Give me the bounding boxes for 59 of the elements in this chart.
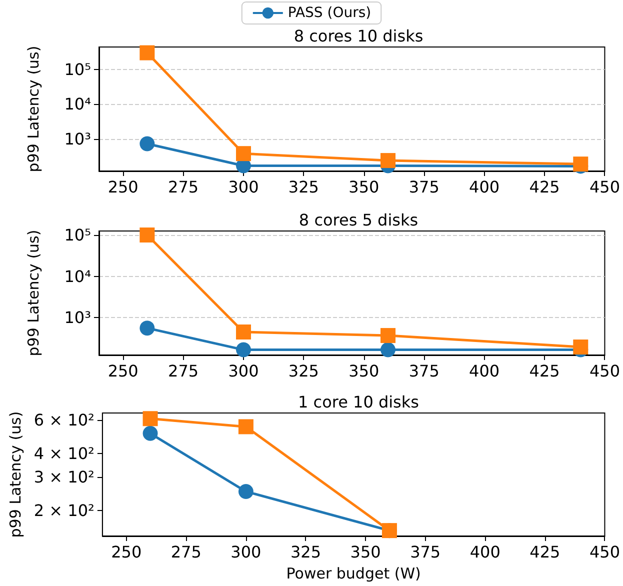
x-tick-label: 375 [410, 542, 441, 562]
x-tick-label: 350 [348, 362, 380, 380]
x-tick-label: 300 [228, 178, 259, 196]
x-tick-label: 425 [529, 178, 560, 196]
chart-title: 8 cores 5 disks [298, 210, 418, 230]
point [236, 342, 251, 358]
x-tick-label: 275 [168, 178, 199, 196]
point [380, 328, 396, 344]
x-tick-label: 375 [408, 362, 440, 380]
x-tick-label: 325 [290, 542, 322, 562]
x-tick-label: 375 [408, 178, 440, 196]
point [142, 411, 158, 426]
x-tick-label: 400 [470, 542, 500, 562]
point [238, 419, 254, 434]
y-tick-label: 6 × 10² [34, 410, 94, 430]
x-tick-label: 450 [589, 542, 620, 562]
y-axis-title: p99 Latency (us) [6, 411, 24, 538]
chart-title: 8 cores 10 disks [294, 26, 424, 46]
x-tick-label: 300 [230, 542, 262, 562]
x-tick-label: 250 [108, 362, 138, 380]
x-tick-label: 250 [111, 542, 142, 562]
y-tick-label: 2 × 10² [34, 501, 94, 520]
x-tick-label: 450 [589, 178, 620, 196]
y-tick-label: 10³ [64, 308, 91, 328]
x-tick-label: 250 [108, 178, 138, 196]
x-tick-label: 275 [170, 542, 202, 562]
x-tick-label: 350 [348, 178, 380, 196]
legend-label: PASS (Ours) [288, 5, 372, 21]
y-tick-label: 10⁴ [64, 266, 91, 286]
x-tick-label: 350 [350, 542, 381, 562]
point [142, 426, 158, 441]
point [380, 153, 396, 168]
point [380, 342, 396, 358]
chart-title: 1 core 10 disks [298, 392, 419, 412]
y-tick-label: 3 × 10² [34, 468, 94, 487]
y-axis-title: p99 Latency (us) [24, 46, 42, 172]
x-axis-title: Power budget (W) [286, 564, 421, 582]
y-tick-label: 10⁵ [64, 226, 91, 245]
x-tick-label: 425 [530, 542, 560, 562]
y-tick-label: 10⁵ [64, 60, 91, 79]
point [140, 45, 155, 60]
x-tick-label: 400 [469, 178, 500, 196]
x-tick-label: 325 [288, 178, 319, 196]
point [236, 324, 251, 340]
x-tick-label: 325 [288, 362, 319, 380]
x-tick-label: 275 [168, 362, 199, 380]
y-tick-label: 4 × 10² [34, 444, 94, 463]
y-tick-label: 10⁴ [64, 94, 91, 114]
y-axis-title: p99 Latency (us) [24, 230, 42, 356]
point [236, 146, 251, 162]
x-tick-label: 300 [228, 362, 259, 380]
x-tick-label: 425 [529, 362, 560, 380]
point [140, 228, 155, 243]
point [238, 484, 254, 500]
x-tick-label: 450 [589, 362, 620, 380]
point [140, 320, 155, 336]
x-tick-label: 400 [469, 362, 500, 380]
y-tick-label: 10³ [64, 129, 91, 148]
point [140, 136, 155, 152]
